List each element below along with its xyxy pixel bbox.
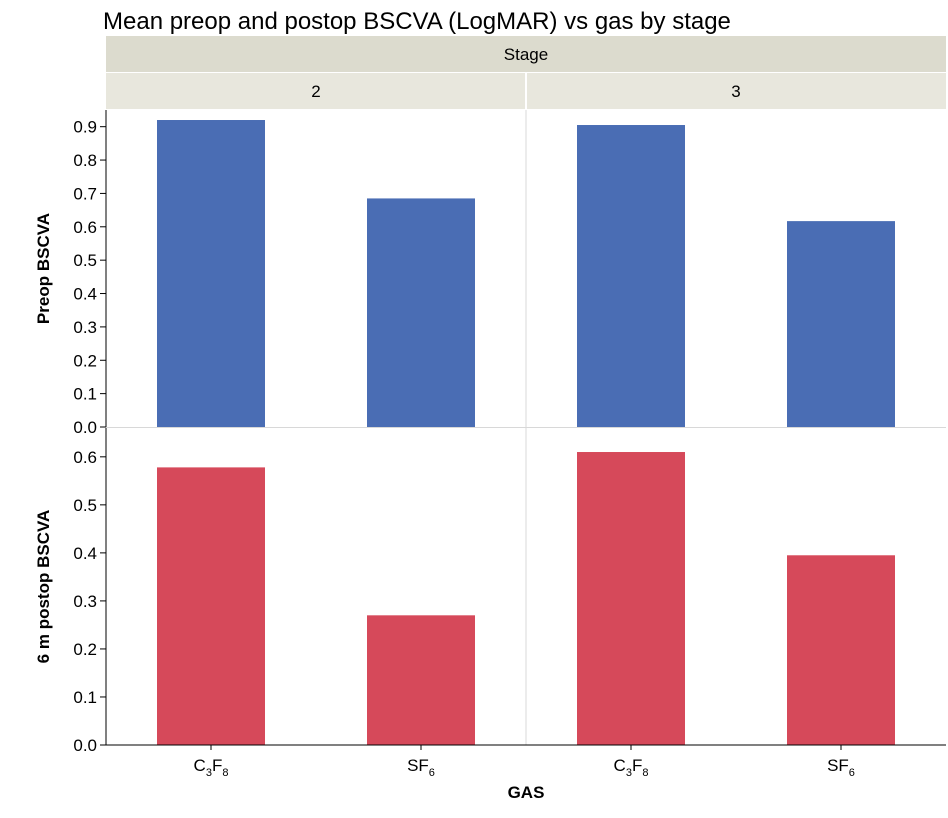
x-tick-subscript: 3	[206, 767, 212, 779]
x-tick-label: C3F8	[194, 756, 229, 779]
y-tick-label: 0.3	[73, 592, 97, 611]
x-tick-text: C	[194, 756, 206, 775]
strip-header-bg	[106, 36, 946, 72]
y-tick-label: 0.7	[73, 184, 97, 203]
strip-header-label: Stage	[504, 45, 548, 64]
x-tick-label: C3F8	[614, 756, 649, 779]
chart-title: Mean preop and postop BSCVA (LogMAR) vs …	[103, 8, 731, 35]
bar	[787, 221, 895, 427]
y-tick-label: 0.0	[73, 418, 97, 437]
x-tick-subscript: 6	[849, 767, 855, 779]
y-tick-label: 0.5	[73, 496, 97, 515]
bar	[367, 615, 475, 745]
y-axis-title: Preop BSCVA	[34, 213, 53, 324]
facet-strip-bg	[526, 73, 946, 109]
x-tick-label: SF6	[407, 756, 435, 779]
y-tick-label: 0.4	[73, 285, 97, 304]
bar	[577, 452, 685, 745]
y-tick-label: 0.1	[73, 688, 97, 707]
y-tick-label: 0.6	[73, 448, 97, 467]
x-tick-subscript: 3	[626, 767, 632, 779]
y-tick-label: 0.4	[73, 544, 97, 563]
y-tick-label: 0.9	[73, 118, 97, 137]
x-tick-text: C	[614, 756, 626, 775]
x-tick-subscript: 6	[429, 767, 435, 779]
x-tick-subscript: 8	[222, 767, 228, 779]
x-tick-text: F	[632, 756, 642, 775]
x-tick-subscript: 8	[642, 767, 648, 779]
bar	[157, 467, 265, 745]
x-tick-text: SF	[827, 756, 849, 775]
facet-strip-bg	[106, 73, 526, 109]
y-axis-title: 6 m postop BSCVA	[34, 510, 53, 664]
y-tick-label: 0.8	[73, 151, 97, 170]
facet-label: 2	[311, 82, 320, 101]
x-tick-text: F	[212, 756, 222, 775]
x-tick-text: SF	[407, 756, 429, 775]
y-tick-label: 0.1	[73, 385, 97, 404]
bar	[787, 555, 895, 745]
y-tick-label: 0.0	[73, 736, 97, 755]
bar	[577, 125, 685, 427]
y-tick-label: 0.3	[73, 318, 97, 337]
y-tick-label: 0.2	[73, 640, 97, 659]
x-axis-title: GAS	[508, 783, 545, 802]
facet-label: 3	[731, 82, 740, 101]
y-tick-label: 0.5	[73, 251, 97, 270]
x-tick-label: SF6	[827, 756, 855, 779]
y-tick-label: 0.2	[73, 351, 97, 370]
bar	[367, 198, 475, 427]
bar	[157, 120, 265, 427]
y-tick-label: 0.6	[73, 218, 97, 237]
